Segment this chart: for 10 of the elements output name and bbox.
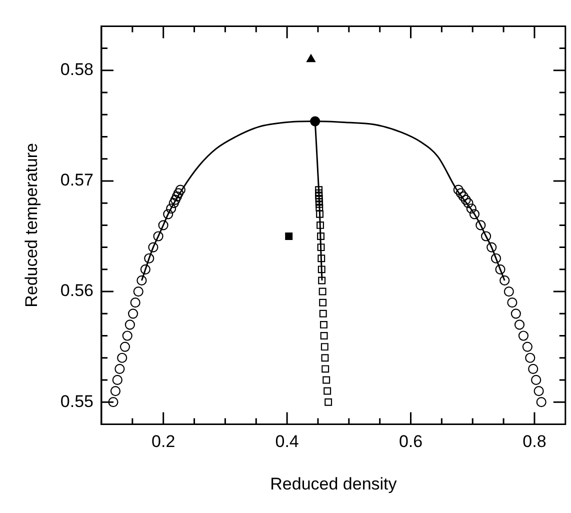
y-tick-label: 0.58 [60, 60, 94, 80]
x-tick-label: 0.4 [275, 432, 299, 452]
y-tick-label: 0.57 [60, 170, 94, 190]
x-axis-title: Reduced density [270, 474, 398, 494]
x-tick-label: 0.2 [152, 432, 176, 452]
y-tick-label: 0.56 [60, 281, 94, 300]
x-tick-label: 0.6 [398, 432, 423, 452]
y-tick-label: 0.55 [60, 392, 94, 411]
y-axis-title: Reduced temperature [22, 142, 41, 308]
x-tick-label: 0.8 [522, 432, 546, 452]
